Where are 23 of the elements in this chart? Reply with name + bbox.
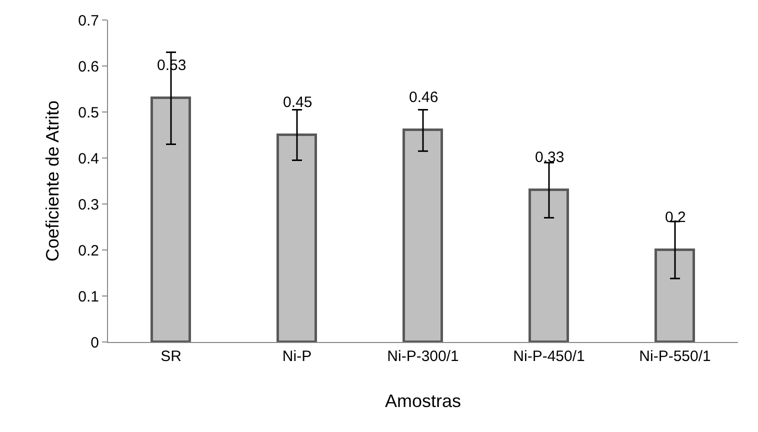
x-tick-label: Ni-P	[282, 348, 312, 365]
y-tick-label: 0.5	[78, 104, 99, 122]
y-tick-label: 0.6	[78, 58, 99, 76]
y-tick-label: 0.3	[78, 196, 99, 214]
data-label: 0.33	[535, 149, 564, 166]
x-tick-label: Ni-P-550/1	[639, 348, 711, 365]
x-axis-title: Amostras	[384, 391, 462, 412]
y-axis-title: Coeficiente de Atrito	[42, 100, 62, 262]
x-tick-label: Ni-P-450/1	[513, 348, 585, 365]
bar	[402, 128, 443, 342]
y-tick-label: 0.7	[78, 12, 99, 30]
data-label: 0.46	[409, 89, 438, 106]
y-tick-label: 0	[90, 334, 99, 352]
y-tick-label: 0.1	[78, 288, 99, 306]
bar	[150, 96, 191, 342]
x-tick-label: SR	[160, 348, 182, 365]
data-label: 0.45	[283, 94, 312, 111]
y-tick-label: 0.2	[78, 242, 99, 260]
y-tick-label: 0.4	[78, 150, 99, 168]
bar	[528, 188, 569, 342]
bar	[276, 134, 317, 342]
x-tick-label: Ni-P-300/1	[387, 348, 459, 365]
bar	[654, 248, 695, 342]
